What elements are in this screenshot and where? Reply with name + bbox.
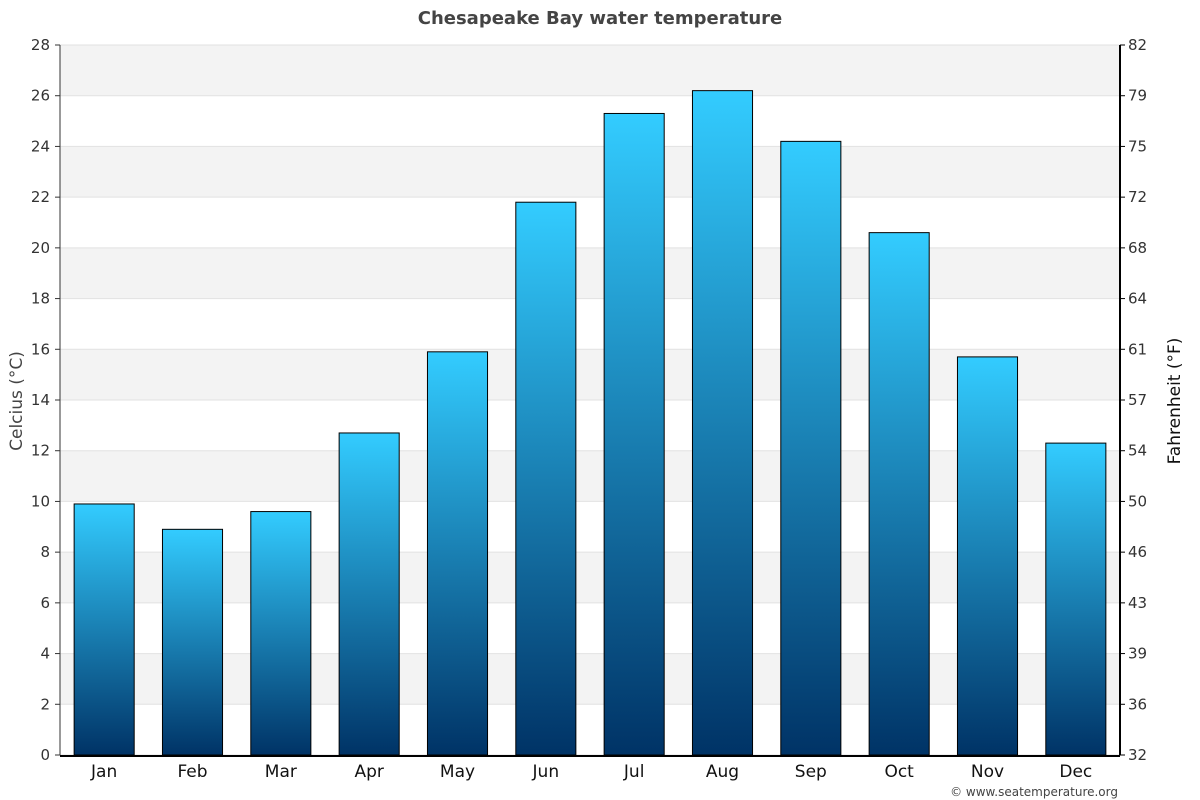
grid-band: [60, 552, 1120, 603]
grid-band: [60, 349, 1120, 400]
x-tick-label: Jul: [623, 762, 645, 782]
y-tick-label-left: 0: [40, 746, 50, 764]
y-tick-label-right: 50: [1128, 492, 1147, 510]
y-tick-label-right: 32: [1128, 746, 1147, 764]
y-tick-label-right: 82: [1128, 36, 1147, 54]
bar-aug: [691, 90, 754, 756]
y-tick-label-left: 6: [40, 594, 50, 612]
y-tick-label-right: 72: [1128, 188, 1147, 206]
grid-band: [60, 450, 1120, 502]
x-axis-labels: Jan Feb Mar Apr May Jun Jul Aug Sep Oct Nov Dec: [90, 762, 1092, 782]
y-tick-label-left: 4: [40, 645, 50, 663]
y-axis-right-ticks: 32 36 39 43 46 50 54 57 61 64 68 72 75 79 82: [1120, 36, 1147, 764]
x-tick-label: Nov: [971, 762, 1004, 782]
bar-jan: [73, 503, 135, 756]
x-tick-label: Jan: [90, 762, 117, 782]
x-tick-label: Apr: [354, 762, 383, 782]
y-tick-label-right: 75: [1128, 137, 1147, 155]
bar-oct: [868, 232, 930, 756]
bar-may: [426, 351, 489, 756]
x-tick-label: Mar: [265, 762, 297, 782]
y-tick-label-right: 57: [1128, 391, 1147, 409]
x-tick-label: Oct: [884, 762, 914, 782]
y-tick-label-left: 10: [31, 492, 50, 510]
bar-nov: [956, 356, 1019, 756]
bar-feb: [161, 528, 224, 756]
x-tick-label: May: [440, 762, 475, 782]
y-tick-label-left: 14: [31, 391, 50, 409]
bar-apr: [338, 432, 400, 756]
y-axis-title-left: Celcius (°C): [7, 351, 27, 451]
grid-band: [60, 247, 1120, 299]
y-tick-label-right: 54: [1128, 442, 1147, 460]
y-tick-label-left: 18: [31, 290, 50, 308]
x-tick-label: Jun: [532, 762, 560, 782]
grid-band: [60, 146, 1120, 198]
bar-mar: [250, 511, 312, 756]
y-tick-label-left: 12: [31, 442, 50, 460]
bar-sep: [780, 140, 842, 756]
y-tick-label-left: 22: [31, 188, 50, 206]
grid-band: [60, 45, 1120, 96]
chart-title: Chesapeake Bay water temperature: [418, 8, 783, 29]
x-tick-label: Aug: [706, 762, 739, 782]
y-tick-label-right: 64: [1128, 290, 1147, 308]
y-tick-label-right: 68: [1128, 239, 1147, 257]
y-tick-label-left: 2: [40, 695, 50, 713]
x-tick-label: Dec: [1059, 762, 1092, 782]
y-tick-label-right: 61: [1128, 340, 1147, 358]
grid-band: [60, 653, 1120, 705]
bar-jun: [515, 201, 577, 756]
x-tick-label: Sep: [795, 762, 827, 782]
y-tick-label-right: 39: [1128, 645, 1147, 663]
grid-bands: [60, 45, 1120, 705]
y-tick-label-left: 20: [31, 239, 50, 257]
y-tick-label-left: 28: [31, 36, 50, 54]
bar-dec: [1045, 442, 1107, 756]
y-axis-title-right: Fahrenheit (°F): [1165, 338, 1185, 465]
y-tick-label-right: 36: [1128, 695, 1147, 713]
y-tick-label-left: 26: [31, 87, 50, 105]
y-tick-label-right: 43: [1128, 594, 1147, 612]
bars: [73, 90, 1107, 756]
credit-text: © www.seatemperature.org: [950, 785, 1118, 799]
y-tick-label-right: 46: [1128, 543, 1147, 561]
y-tick-label-left: 16: [31, 340, 50, 358]
x-tick-label: Feb: [177, 762, 207, 782]
y-tick-label-left: 24: [31, 137, 50, 155]
y-tick-label-right: 79: [1128, 87, 1147, 105]
bar-jul: [603, 112, 665, 756]
y-tick-label-left: 8: [40, 543, 50, 561]
